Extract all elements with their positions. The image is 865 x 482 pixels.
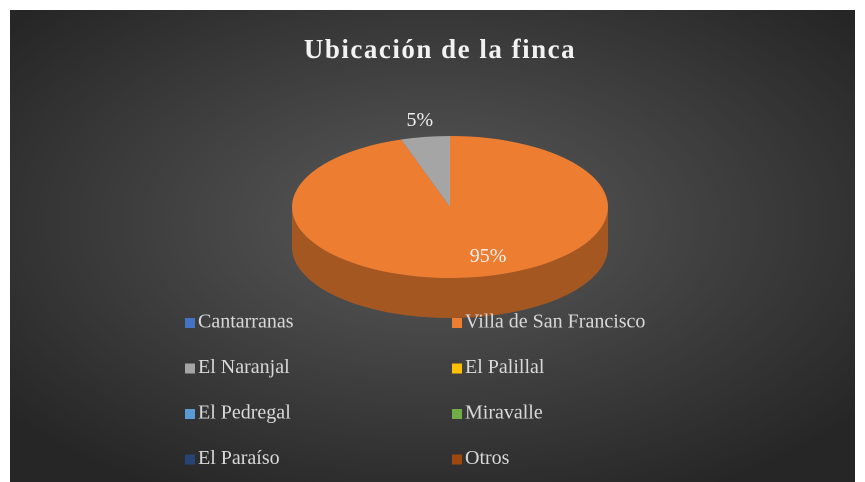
data-label: 5% [407,109,434,131]
legend-swatch [185,318,195,328]
slice [401,136,450,207]
legend-label: El Pedregal [198,402,291,424]
slice-side [292,207,608,318]
legend-swatch [185,454,195,465]
legend-swatch [185,363,195,374]
slice-side-shade [292,207,608,318]
legend-swatch [452,363,462,374]
legend-label: Cantarranas [198,311,294,333]
slice [292,136,609,278]
legend-label: El Naranjal [198,356,290,378]
legend-label: Miravalle [465,402,543,424]
legend-swatch [185,409,195,419]
data-label: 95% [470,245,507,267]
legend-label: Otros [465,447,510,469]
legend-label: Villa de San Francisco [465,311,645,333]
legend-label: El Paraíso [198,447,280,469]
legend-swatch [452,409,462,419]
legend-swatch [452,318,462,328]
legend-label: El Palillal [465,356,545,378]
legend-swatch [452,454,462,465]
chart-title: Ubicación de la finca [304,34,576,64]
